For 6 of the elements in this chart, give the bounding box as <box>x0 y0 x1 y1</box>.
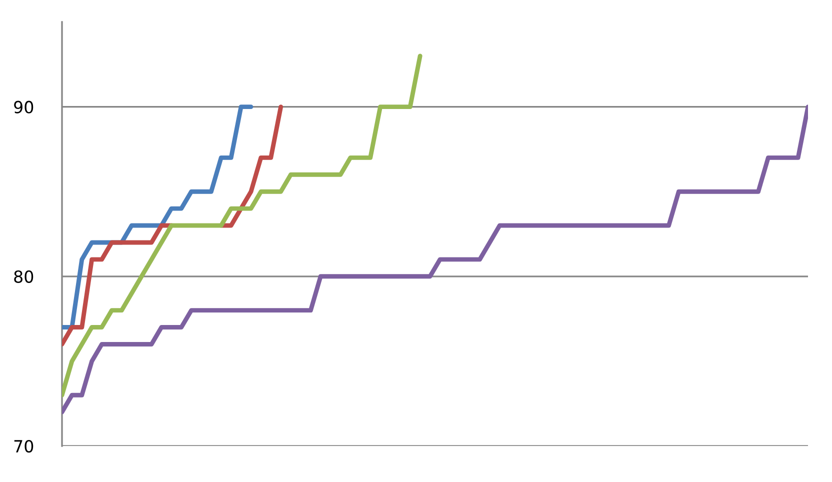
y-tick-label: 80 <box>14 270 34 283</box>
y-tick-label: 90 <box>14 100 34 114</box>
line-series <box>62 54 422 398</box>
line-series <box>62 104 254 330</box>
line-series <box>62 104 808 414</box>
y-tick-label: 70 <box>14 440 34 453</box>
